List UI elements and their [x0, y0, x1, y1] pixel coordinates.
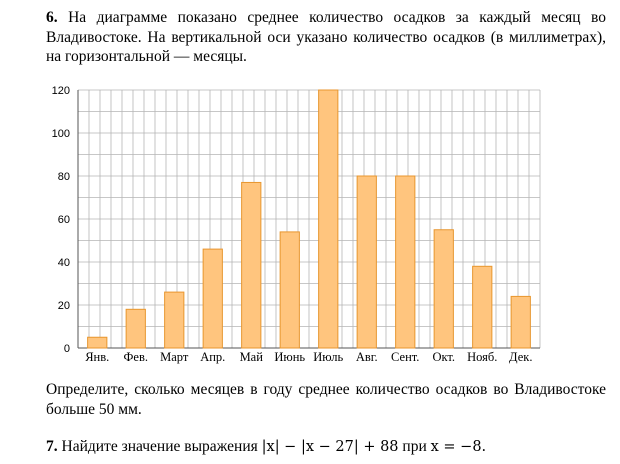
bar-11	[472, 265, 493, 349]
x-category-label: Март	[160, 350, 189, 364]
x-category-label: Авг.	[356, 350, 378, 364]
bar-9	[395, 175, 416, 349]
problem-7-statement: 7. Найдите значение выражения |x| − |x −…	[46, 437, 606, 458]
bar-4	[202, 248, 223, 349]
problem-7-number: 7.	[46, 438, 58, 455]
problem-7-text-middle: при	[402, 438, 427, 455]
y-tick-label: 100	[52, 128, 70, 140]
x-category-label: Нояб.	[467, 350, 497, 364]
y-tick-label: 80	[58, 171, 70, 183]
bar-3	[164, 291, 185, 349]
x-category-label: Янв.	[85, 350, 109, 364]
x-category-label: Июнь	[274, 350, 305, 364]
bar-7	[318, 89, 339, 349]
chart-bars	[87, 89, 531, 349]
x-category-label: Май	[240, 350, 264, 364]
y-tick-label: 20	[58, 300, 70, 312]
bar-1	[87, 336, 108, 349]
bar-5	[241, 181, 262, 349]
bar-8	[356, 175, 377, 349]
problem-6-number: 6.	[46, 9, 58, 26]
bar-6	[279, 231, 300, 349]
x-category-label: Фев.	[124, 350, 148, 364]
y-tick-label: 60	[58, 214, 70, 226]
x-category-label: Апр.	[200, 350, 225, 364]
y-tick-label: 40	[58, 257, 70, 269]
x-category-label: Дек.	[509, 350, 532, 364]
y-tick-label: 120	[52, 85, 70, 97]
x-category-label: Сент.	[391, 350, 419, 364]
bar-10	[433, 229, 454, 349]
y-axis-ticks: 0 20 40 60 80 100 120	[52, 85, 70, 355]
problem-7-condition: x = −8.	[430, 439, 487, 455]
x-category-label: Окт.	[432, 350, 455, 364]
bar-2	[125, 308, 146, 349]
chart-grid	[77, 89, 541, 349]
y-tick-label: 0	[64, 343, 70, 355]
bar-12	[510, 295, 531, 349]
problem-7-expression: |x| − |x − 27| + 88	[261, 439, 399, 455]
problem-6-question: Определите, сколько месяцев в году средн…	[46, 381, 606, 418]
problem-6-text: На диаграмме показано среднее количество…	[46, 9, 607, 65]
x-axis-categories: Янв. Фев. Март Апр. Май Июнь Июль Авг. Сент. Окт.…	[85, 350, 532, 364]
problem-7-text: Найдите значение выражения	[61, 438, 258, 455]
x-category-label: Июль	[313, 350, 343, 364]
problem-6-statement: 6. На диаграмме показано среднее количес…	[46, 8, 606, 67]
